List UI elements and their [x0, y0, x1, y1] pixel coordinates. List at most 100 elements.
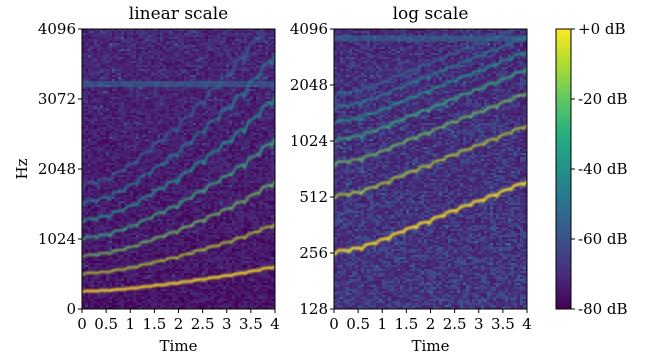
- noise-cell: [85, 119, 88, 121]
- noise-cell: [202, 117, 205, 119]
- noise-cell: [100, 175, 103, 177]
- noise-cell: [163, 117, 166, 119]
- noise-cell: [190, 181, 193, 183]
- noise-cell: [271, 89, 274, 91]
- noise-cell: [196, 63, 199, 65]
- noise-cell: [172, 87, 175, 89]
- noise-cell: [91, 159, 94, 161]
- noise-cell: [106, 101, 109, 103]
- noise-cell: [82, 87, 85, 89]
- noise-cell: [172, 121, 175, 123]
- noise-cell: [250, 141, 253, 143]
- noise-cell: [97, 87, 100, 89]
- noise-cell: [202, 97, 205, 99]
- noise-cell: [85, 87, 88, 89]
- noise-cell: [148, 111, 151, 113]
- noise-cell: [250, 123, 253, 125]
- noise-cell: [199, 147, 202, 149]
- noise-cell: [196, 113, 199, 115]
- noise-cell: [100, 141, 103, 143]
- noise-cell: [229, 57, 232, 59]
- noise-cell: [223, 159, 226, 161]
- noise-cell: [256, 95, 259, 97]
- noise-cell: [238, 63, 241, 65]
- noise-cell: [169, 177, 172, 179]
- noise-cell: [106, 105, 109, 107]
- noise-cell: [238, 113, 241, 115]
- noise-cell: [142, 165, 145, 167]
- noise-cell: [121, 89, 124, 91]
- noise-cell: [91, 37, 94, 39]
- noise-cell: [226, 59, 229, 61]
- noise-cell: [106, 87, 109, 89]
- noise-cell: [160, 123, 163, 125]
- noise-cell: [193, 153, 196, 155]
- noise-cell: [247, 127, 250, 129]
- noise-cell: [211, 93, 214, 95]
- noise-cell: [205, 59, 208, 61]
- noise-cell: [238, 87, 241, 89]
- noise-cell: [220, 135, 223, 137]
- noise-cell: [139, 131, 142, 133]
- noise-cell: [115, 29, 118, 31]
- noise-cell: [136, 123, 139, 125]
- noise-cell: [253, 161, 256, 163]
- noise-cell: [184, 37, 187, 39]
- noise-cell: [181, 115, 184, 117]
- noise-cell: [121, 153, 124, 155]
- noise-cell: [217, 89, 220, 91]
- noise-cell: [91, 99, 94, 101]
- noise-cell: [94, 93, 97, 95]
- noise-cell: [109, 161, 112, 163]
- noise-cell: [256, 177, 259, 179]
- noise-cell: [259, 87, 262, 89]
- noise-cell: [151, 77, 154, 79]
- noise-cell: [226, 147, 229, 149]
- noise-cell: [196, 123, 199, 125]
- noise-cell: [232, 153, 235, 155]
- noise-cell: [214, 45, 217, 47]
- noise-cell: [97, 79, 100, 81]
- noise-cell: [124, 49, 127, 51]
- noise-cell: [262, 55, 265, 57]
- noise-cell: [211, 147, 214, 149]
- noise-cell: [130, 149, 133, 151]
- noise-cell: [241, 41, 244, 43]
- noise-cell: [115, 41, 118, 43]
- noise-cell: [136, 47, 139, 49]
- noise-cell: [142, 45, 145, 47]
- noise-cell: [88, 51, 91, 53]
- noise-cell: [199, 153, 202, 155]
- noise-cell: [139, 157, 142, 159]
- noise-cell: [88, 133, 91, 135]
- noise-cell: [238, 41, 241, 43]
- noise-cell: [163, 119, 166, 121]
- noise-cell: [244, 43, 247, 45]
- noise-cell: [181, 55, 184, 57]
- noise-cell: [124, 33, 127, 35]
- noise-cell: [127, 61, 130, 63]
- noise-cell: [133, 167, 136, 169]
- noise-cell: [124, 119, 127, 121]
- noise-cell: [118, 91, 121, 93]
- noise-cell: [211, 125, 214, 127]
- noise-cell: [118, 41, 121, 43]
- noise-cell: [253, 119, 256, 121]
- noise-cell: [250, 67, 253, 69]
- noise-cell: [106, 91, 109, 93]
- noise-cell: [187, 95, 190, 97]
- noise-cell: [217, 73, 220, 75]
- noise-cell: [196, 65, 199, 67]
- noise-cell: [172, 93, 175, 95]
- noise-cell: [163, 167, 166, 169]
- noise-cell: [166, 93, 169, 95]
- noise-cell: [220, 75, 223, 77]
- noise-cell: [127, 33, 130, 35]
- noise-cell: [121, 79, 124, 81]
- noise-cell: [142, 77, 145, 79]
- noise-cell: [100, 91, 103, 93]
- noise-cell: [139, 55, 142, 57]
- noise-cell: [220, 153, 223, 155]
- noise-cell: [109, 75, 112, 77]
- noise-cell: [160, 149, 163, 151]
